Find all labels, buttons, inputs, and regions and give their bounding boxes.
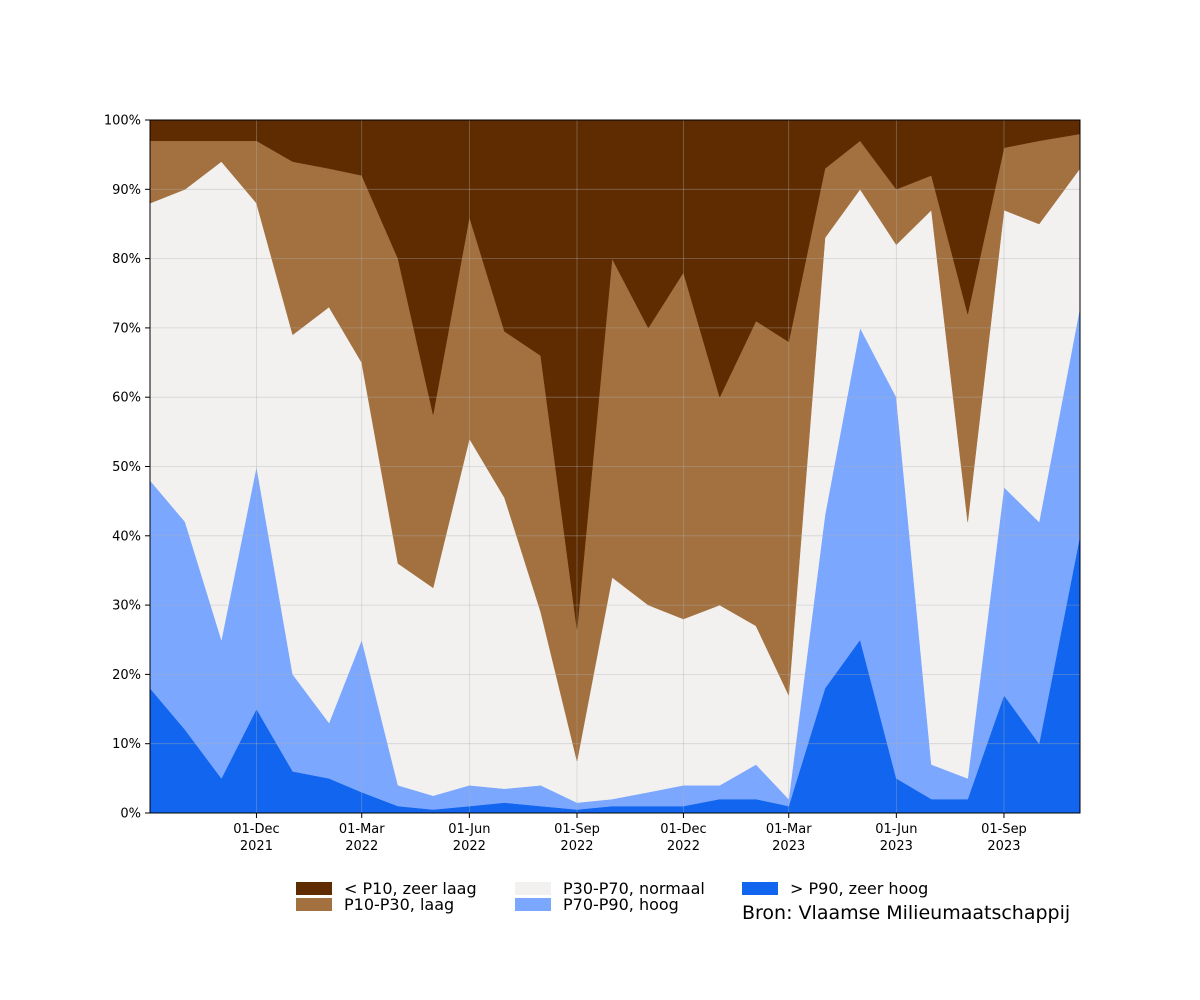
x-tick-label: 01-Jun xyxy=(875,822,917,837)
x-tick-label: 01-Dec xyxy=(233,822,279,837)
x-tick-label: 01-Sep xyxy=(554,822,600,837)
legend-swatch-zeer-laag xyxy=(296,881,332,895)
legend-swatch-normaal xyxy=(515,881,551,895)
legend-swatch-zeer-hoog xyxy=(742,881,778,895)
y-tick-label: 100% xyxy=(104,114,141,129)
y-tick-label: 80% xyxy=(112,252,141,267)
x-tick-year-label: 2022 xyxy=(345,839,378,854)
y-tick-label: 60% xyxy=(112,391,141,406)
x-tick-label: 01-Dec xyxy=(660,822,706,837)
legend-item-zeer-hoog: > P90, zeer hoog xyxy=(742,878,929,898)
legend-label-zeer-laag: < P10, zeer laag xyxy=(344,878,477,898)
series-layer xyxy=(149,119,1081,814)
legend-swatch-laag xyxy=(296,897,332,911)
legend-label-laag: P10-P30, laag xyxy=(344,894,455,914)
axis-layer: 0% 10% 20% 30% 40% 50% 60% 70% 80% 90% 100% 01-Dec 2… xyxy=(104,114,1081,854)
x-tick-year-label: 2023 xyxy=(987,839,1020,854)
source-credit: Bron: Vlaamse Milieumaatschappij xyxy=(742,902,1071,924)
y-tick-label: 10% xyxy=(112,737,141,752)
x-tick-year-label: 2023 xyxy=(880,839,913,854)
x-tick-year-label: 2022 xyxy=(453,839,486,854)
x-tick-year-label: 2022 xyxy=(560,839,593,854)
x-tick-label: 01-Sep xyxy=(981,822,1027,837)
legend-item-normaal: P30-P70, normaal xyxy=(515,878,705,898)
y-tick-label: 30% xyxy=(112,599,141,614)
y-tick-label: 20% xyxy=(112,668,141,683)
y-tick-label: 0% xyxy=(120,807,141,822)
x-tick-label: 01-Mar xyxy=(339,822,385,837)
x-tick-label: 01-Mar xyxy=(766,822,812,837)
legend-swatch-hoog xyxy=(515,897,551,911)
legend-label-normaal: P30-P70, normaal xyxy=(563,878,705,898)
legend: < P10, zeer laag P10-P30, laag P30-P70, … xyxy=(296,878,1096,930)
y-tick-label: 90% xyxy=(112,183,141,198)
y-tick-label: 70% xyxy=(112,321,141,336)
y-tick-label: 40% xyxy=(112,529,141,544)
legend-label-hoog: P70-P90, hoog xyxy=(563,894,679,914)
x-tick-year-label: 2023 xyxy=(772,839,805,854)
legend-item-laag: P10-P30, laag xyxy=(296,894,455,914)
x-tick-year-label: 2021 xyxy=(240,839,273,854)
legend-item-zeer-laag: < P10, zeer laag xyxy=(296,878,477,898)
x-tick-year-label: 2022 xyxy=(667,839,700,854)
x-tick-label: 01-Jun xyxy=(448,822,490,837)
grid-layer xyxy=(150,119,1080,814)
y-tick-label: 50% xyxy=(112,460,141,475)
legend-label-zeer-hoog: > P90, zeer hoog xyxy=(790,878,929,898)
legend-item-hoog: P70-P90, hoog xyxy=(515,894,679,914)
